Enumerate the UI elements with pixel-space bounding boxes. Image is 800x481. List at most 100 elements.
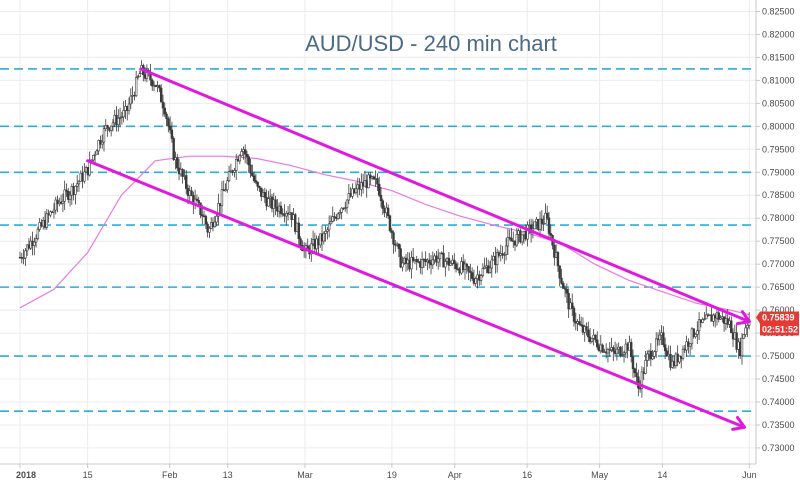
candle-body: [701, 319, 704, 323]
candle-body: [263, 192, 267, 198]
candle-body: [678, 355, 681, 363]
candle-body: [208, 227, 211, 233]
time-tick-label: Jun: [742, 470, 757, 480]
candle-body: [215, 215, 218, 223]
candle-body: [256, 181, 259, 187]
price-tick-label: 0.82000: [762, 29, 795, 39]
current-price-value: 0.75839: [762, 312, 795, 322]
candle-body: [336, 213, 340, 219]
price-tick-label: 0.80500: [762, 98, 795, 108]
candle-body: [199, 202, 202, 215]
candle-body: [310, 243, 313, 255]
candle-body: [136, 76, 140, 78]
candle-body: [83, 171, 86, 182]
price-tick-label: 0.74500: [762, 374, 795, 384]
candle-body: [226, 180, 229, 191]
candle-body: [159, 87, 163, 103]
candle-body: [631, 356, 635, 369]
moving-average-line: [19, 155, 750, 316]
candle-body: [510, 237, 513, 242]
candle-body: [470, 272, 474, 279]
candle-body: [705, 314, 708, 320]
candle-body: [692, 328, 695, 338]
candle-body: [515, 234, 519, 246]
current-price-badge: 0.75839 02:51:52: [756, 311, 799, 336]
candle-body: [279, 205, 283, 214]
candle-body: [454, 263, 458, 270]
candle-body: [93, 153, 97, 156]
candle-body: [201, 214, 204, 217]
time-tick-label: Feb: [162, 470, 178, 480]
candle-body: [622, 352, 626, 356]
candle-body: [378, 183, 381, 196]
candle-body: [469, 270, 472, 273]
candle-body: [415, 259, 418, 262]
candle-body: [167, 118, 170, 127]
candle-body: [579, 324, 583, 326]
candle-body: [565, 288, 569, 294]
candle-body: [75, 183, 79, 187]
candle-body: [77, 181, 81, 185]
candle-body: [372, 176, 376, 180]
candle-body: [172, 138, 175, 160]
candle-body: [596, 339, 599, 348]
candle-body: [594, 334, 597, 341]
candle-body: [181, 169, 184, 177]
candle-body: [556, 252, 560, 267]
candle-body: [235, 159, 238, 171]
candle-body: [646, 353, 649, 361]
candle-body: [533, 221, 536, 230]
candle-body: [227, 171, 231, 181]
candle-body: [220, 189, 224, 207]
candle-body: [587, 329, 590, 338]
candle-body: [249, 164, 252, 174]
candle-body: [694, 334, 697, 338]
candle-body: [665, 350, 669, 357]
candle-body: [608, 349, 611, 351]
candle-body: [213, 221, 216, 228]
candle-body: [447, 257, 451, 266]
candle-body: [601, 344, 604, 353]
time-tick-label: 19: [387, 470, 397, 480]
candle-body: [95, 150, 99, 155]
candle-body: [22, 257, 25, 260]
candle-body: [572, 307, 576, 322]
candle-body: [252, 175, 256, 181]
candle-body: [65, 189, 68, 192]
time-tick-label: 16: [522, 470, 532, 480]
time-tick-label: Mar: [297, 470, 313, 480]
candle-body: [506, 237, 510, 247]
candle-body: [117, 117, 120, 126]
candle-body: [390, 230, 393, 234]
candle-body: [560, 277, 563, 284]
candle-body: [233, 170, 236, 173]
candle-body: [662, 332, 665, 345]
candle-body: [34, 238, 38, 243]
candle-body: [92, 155, 95, 161]
candle-body: [545, 212, 549, 219]
candle-body: [483, 266, 486, 269]
price-tick-label: 0.75000: [762, 351, 795, 361]
candle-body: [467, 266, 470, 272]
candle-body: [340, 207, 343, 213]
candle-body: [655, 338, 658, 352]
candle-body: [101, 141, 104, 145]
candle-body: [102, 128, 106, 143]
candle-body: [238, 155, 242, 162]
candle-body: [730, 320, 733, 334]
candle-body: [354, 188, 358, 194]
candle-body: [615, 348, 619, 354]
lower-channel-line: [86, 159, 746, 429]
candle-body: [420, 259, 424, 268]
candle-body: [376, 178, 379, 185]
candle-body: [735, 332, 738, 350]
gridlines: [0, 0, 756, 464]
candle-body: [633, 368, 636, 374]
candle-body: [562, 282, 565, 289]
candle-body: [367, 174, 370, 189]
candle-body: [553, 244, 556, 258]
candle-body: [388, 215, 392, 231]
upper-channel-arrow: [736, 310, 751, 326]
